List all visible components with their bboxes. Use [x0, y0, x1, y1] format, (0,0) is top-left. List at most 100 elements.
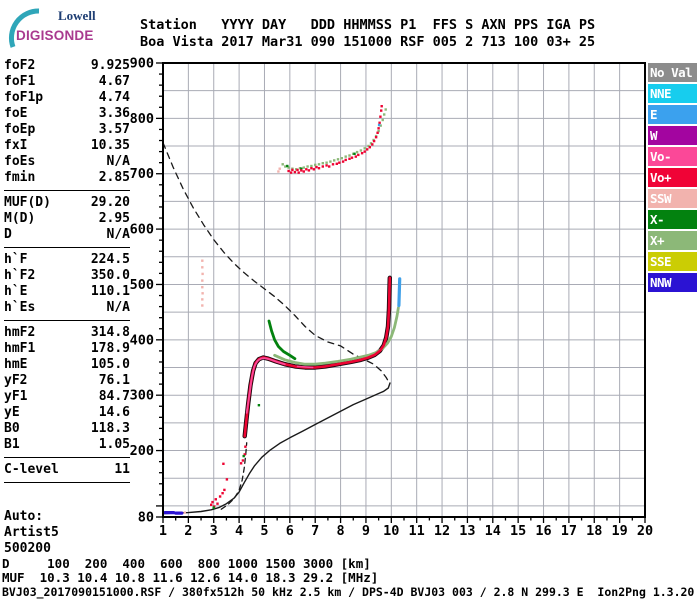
parameter-label: foF2 — [4, 58, 36, 73]
x-axis-label: 5 — [260, 523, 268, 539]
parameter-label: hmF2 — [4, 325, 36, 340]
parameter-value: 118.3 — [90, 421, 130, 436]
series-o-trace — [243, 276, 392, 438]
series-true-height-profile — [162, 382, 391, 515]
parameter-row: h`F 224.5 — [4, 252, 130, 268]
parameter-value: 10.35 — [90, 138, 130, 153]
parameter-row: C-level 11 — [4, 462, 130, 478]
parameter-value: 4.74 — [98, 90, 130, 105]
parameter-value: N/A — [106, 154, 130, 169]
series-second-hop-red — [287, 105, 383, 174]
parameter-value: 76.1 — [98, 373, 130, 388]
header-columns-line: Station YYYY DAY DDD HHMMSS P1 FFS S AXN… — [140, 17, 596, 33]
x-axis-label: 2 — [184, 523, 192, 539]
direction-legend: No Val NNE E W Vo- Vo+ SSW X- X+ SSE NNW — [648, 63, 698, 294]
panel-divider — [4, 482, 130, 483]
x-axis-label: 13 — [459, 523, 475, 539]
parameter-row: h`Es N/A — [4, 300, 130, 316]
x-axis-label: 19 — [611, 523, 627, 539]
file-info-line: BVJ03_2017090151000.RSF / 380fx512h 50 k… — [2, 585, 695, 599]
parameter-value: 84.7 — [98, 389, 130, 404]
parameter-row: foF1p 4.74 — [4, 90, 130, 106]
auto-block-line: Artist5 — [4, 525, 59, 540]
series-ssw-spread-column — [201, 259, 204, 307]
parameter-label: B0 — [4, 421, 20, 436]
parameter-value: 350.0 — [90, 268, 130, 283]
y-axis-label: 400 — [130, 332, 154, 348]
parameter-row: foEp 3.57 — [4, 122, 130, 138]
parameter-row: yE 14.6 — [4, 405, 130, 421]
legend-item-vo: Vo- — [648, 147, 697, 166]
legend-label: SSW — [650, 191, 672, 206]
panel-divider — [4, 320, 130, 321]
parameter-row: M(D) 2.95 — [4, 211, 130, 227]
auto-block-line: Auto: — [4, 509, 44, 524]
series-salmon-e-dot — [183, 511, 186, 514]
parameter-label: foF1p — [4, 90, 44, 105]
header-values-line: Boa Vista 2017 Mar31 090 151000 RSF 005 … — [140, 34, 596, 50]
legend-label: X+ — [650, 233, 665, 248]
parameter-row: D N/A — [4, 227, 130, 243]
legend-item-nnw: NNW — [648, 273, 697, 292]
parameter-panel: foF2 9.925 foF1 4.67 foF1p 4.74 foE 3.36 foEp 3.5… — [4, 58, 130, 557]
x-axis-label: 18 — [586, 523, 602, 539]
logo-lowell-text: Lowell — [58, 8, 96, 23]
parameter-label: h`E — [4, 284, 28, 299]
series-e-f-extrapolation-dashed — [220, 442, 248, 510]
parameter-value: 3.36 — [98, 106, 130, 121]
series-o-trace-pink-2 — [296, 365, 314, 369]
parameter-row: foEs N/A — [4, 154, 130, 170]
legend-label: NNW — [650, 275, 672, 290]
parameter-value: 110.1 — [90, 284, 130, 299]
legend-label: No Val — [650, 65, 693, 80]
parameter-label: foEs — [4, 154, 36, 169]
legend-item-e: E — [648, 105, 697, 124]
parameter-value: 4.67 — [98, 74, 130, 89]
legend-label: W — [650, 128, 658, 143]
x-axis-label: 8 — [337, 523, 345, 539]
parameter-row: hmF1 178.9 — [4, 341, 130, 357]
parameter-label: h`Es — [4, 300, 36, 315]
x-axis-label: 15 — [510, 523, 526, 539]
parameter-value: 178.9 — [90, 341, 130, 356]
legend-item-x: X+ — [648, 231, 697, 250]
parameter-row: B1 1.05 — [4, 437, 130, 453]
x-axis-label: 1 — [159, 523, 167, 539]
y-axis-label: 600 — [130, 222, 154, 238]
parameter-label: fmin — [4, 170, 36, 185]
series-transmission-curve-dashed — [162, 142, 390, 384]
parameter-row: foF2 9.925 — [4, 58, 130, 74]
parameter-row: fxI 10.35 — [4, 138, 130, 154]
legend-label: E — [650, 107, 658, 122]
legend-item-noval: No Val — [648, 63, 697, 82]
parameter-row: fmin 2.85 — [4, 170, 130, 186]
legend-item-vo: Vo+ — [648, 168, 697, 187]
parameter-label: foE — [4, 106, 28, 121]
plot-border — [162, 62, 646, 518]
panel-divider — [4, 457, 130, 458]
panel-divider — [4, 247, 130, 248]
legend-item-x: X- — [648, 210, 697, 229]
series-x-trace — [273, 306, 400, 366]
x-axis-label: 11 — [409, 523, 425, 539]
legend-item-sse: SSE — [648, 252, 697, 271]
series-o-trace-pink-1 — [245, 357, 286, 414]
parameter-value: 29.20 — [90, 195, 130, 210]
legend-label: NNE — [650, 86, 672, 101]
x-axis-label: 12 — [434, 523, 450, 539]
legend-label: Vo+ — [650, 170, 672, 185]
parameter-label: hmF1 — [4, 341, 36, 356]
parameter-label: foF1 — [4, 74, 36, 89]
parameter-value: 105.0 — [90, 357, 130, 372]
series-second-hop-green — [281, 108, 387, 171]
logo-arc-icon — [8, 8, 40, 48]
parameter-value: 224.5 — [90, 252, 130, 267]
series-e-region-green — [212, 404, 261, 509]
parameter-value: 2.85 — [98, 170, 130, 185]
parameter-row: B0 118.3 — [4, 421, 130, 437]
y-axis-label: 900 — [130, 56, 154, 72]
panel-divider — [4, 190, 130, 191]
muf-row: MUF 10.3 10.4 10.8 11.6 12.6 14.0 18.3 2… — [2, 570, 379, 585]
series-second-hop-salmon — [277, 167, 281, 173]
